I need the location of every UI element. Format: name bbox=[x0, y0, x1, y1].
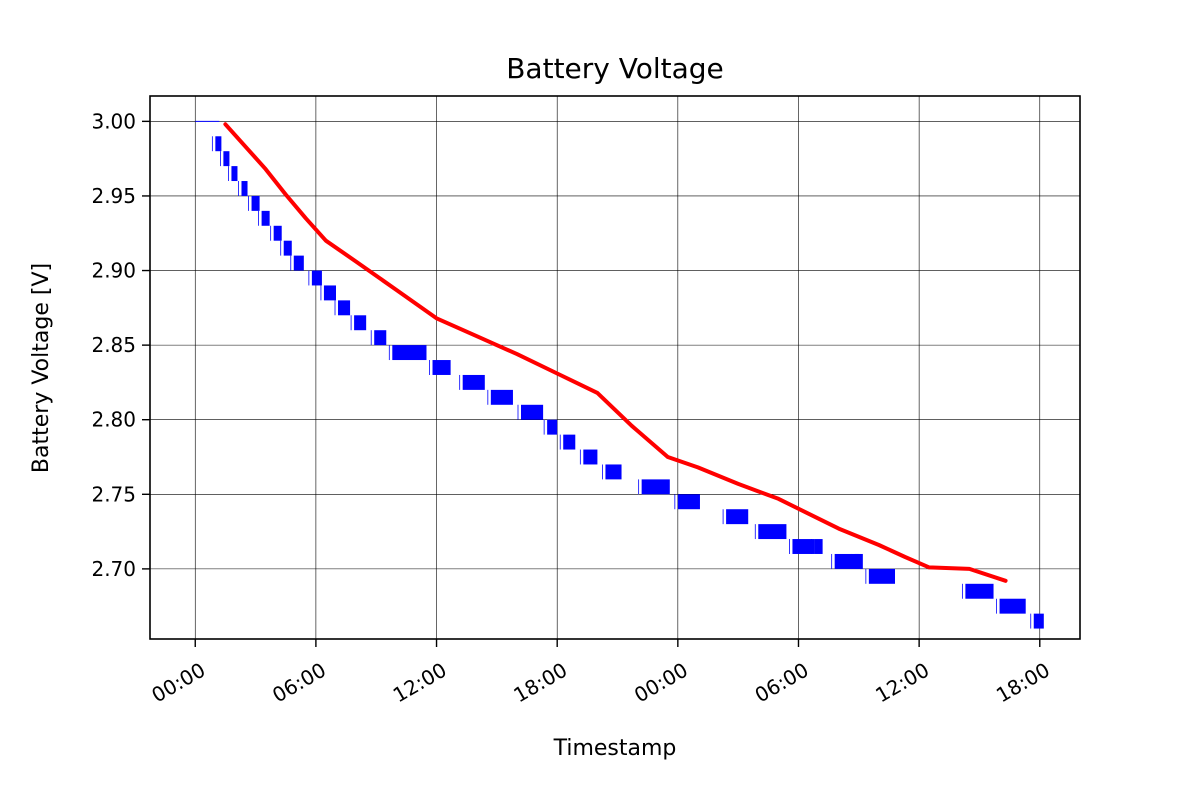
raw-data-fill bbox=[999, 598, 1026, 614]
raw-data-block bbox=[961, 583, 994, 599]
y-axis-label: Battery Voltage [V] bbox=[29, 263, 54, 473]
raw-data-fill bbox=[677, 494, 700, 510]
raw-series-blue bbox=[195, 120, 1044, 629]
raw-data-fill bbox=[293, 255, 304, 271]
raw-data-block bbox=[270, 225, 282, 241]
raw-data-block bbox=[334, 300, 351, 316]
plot-frame bbox=[149, 95, 1081, 640]
raw-data-block bbox=[290, 255, 304, 271]
raw-data-fill bbox=[261, 210, 270, 226]
y-tick-label: 3.00 bbox=[91, 109, 136, 133]
raw-data-block bbox=[219, 151, 230, 167]
raw-data-fill bbox=[374, 330, 387, 346]
raw-data-fill bbox=[605, 464, 622, 480]
raw-data-fill bbox=[814, 539, 823, 554]
raw-data-block bbox=[579, 449, 598, 465]
axis-ticks: 00:00 06:00 12:00 18:00 00:00 06:00 12:00 18:00… bbox=[91, 109, 1053, 707]
raw-data-block bbox=[559, 434, 576, 450]
raw-data-block bbox=[248, 195, 260, 211]
raw-data-fill bbox=[563, 434, 576, 450]
raw-data-fill bbox=[792, 539, 815, 554]
raw-data-block bbox=[517, 404, 544, 420]
raw-data-block bbox=[238, 181, 248, 196]
raw-data-fill bbox=[273, 225, 282, 241]
raw-data-block bbox=[320, 285, 336, 301]
raw-data-block bbox=[674, 494, 700, 510]
raw-data-block bbox=[228, 166, 238, 182]
raw-data-fill bbox=[283, 240, 292, 256]
raw-data-fill bbox=[338, 300, 351, 316]
raw-data-block bbox=[722, 509, 749, 525]
raw-data-fill bbox=[520, 404, 544, 420]
raw-data-fill bbox=[231, 166, 238, 182]
y-tick-label: 2.95 bbox=[91, 184, 136, 208]
raw-data-fill bbox=[641, 479, 670, 495]
raw-data-block bbox=[1030, 613, 1044, 629]
raw-data-block bbox=[602, 464, 622, 480]
raw-data-block bbox=[388, 345, 427, 361]
trend-line-red bbox=[223, 122, 1008, 583]
raw-data-fill bbox=[758, 524, 787, 540]
raw-data-block bbox=[851, 553, 863, 569]
raw-data-fill bbox=[583, 449, 598, 465]
raw-data-block bbox=[370, 330, 387, 346]
raw-data-fill bbox=[547, 419, 558, 435]
raw-data-fill bbox=[215, 136, 222, 152]
raw-data-fill bbox=[432, 360, 451, 375]
raw-data-block bbox=[211, 136, 222, 152]
raw-data-block bbox=[258, 210, 270, 226]
raw-data-fill bbox=[241, 181, 248, 196]
raw-data-block bbox=[459, 374, 485, 390]
raw-data-block bbox=[429, 360, 451, 375]
raw-data-block bbox=[350, 315, 367, 331]
x-axis-label: Timestamp bbox=[553, 736, 677, 761]
raw-data-block bbox=[543, 419, 558, 435]
raw-data-block bbox=[754, 524, 787, 540]
raw-data-block bbox=[996, 598, 1026, 614]
raw-data-block bbox=[280, 240, 292, 256]
raw-data-fill bbox=[323, 285, 336, 301]
y-tick-label: 2.85 bbox=[91, 333, 136, 357]
raw-data-block bbox=[811, 539, 823, 554]
raw-data-fill bbox=[354, 315, 367, 331]
raw-data-fill bbox=[311, 270, 322, 286]
raw-data-block bbox=[865, 568, 896, 584]
raw-data-fill bbox=[726, 509, 749, 525]
y-tick-label: 2.90 bbox=[91, 259, 136, 283]
y-tick-label: 2.70 bbox=[91, 557, 136, 581]
raw-data-fill bbox=[392, 345, 427, 361]
raw-data-fill bbox=[251, 195, 260, 211]
raw-data-block bbox=[638, 479, 670, 495]
raw-data-block bbox=[487, 389, 513, 405]
raw-data-fill bbox=[965, 583, 994, 599]
raw-data-fill bbox=[854, 553, 863, 569]
raw-data-fill bbox=[490, 389, 513, 405]
raw-data-fill bbox=[834, 553, 859, 569]
y-tick-label: 2.75 bbox=[91, 482, 136, 506]
y-tick-label: 2.80 bbox=[91, 408, 136, 432]
chart-title: Battery Voltage bbox=[506, 52, 724, 85]
raw-data-fill bbox=[462, 374, 485, 390]
raw-data-fill bbox=[868, 568, 896, 584]
grid-lines bbox=[150, 96, 1080, 639]
raw-data-fill bbox=[1033, 613, 1044, 629]
raw-data-block bbox=[831, 553, 859, 569]
raw-data-block bbox=[789, 539, 815, 554]
raw-data-block bbox=[308, 270, 322, 286]
raw-data-fill bbox=[223, 151, 230, 167]
